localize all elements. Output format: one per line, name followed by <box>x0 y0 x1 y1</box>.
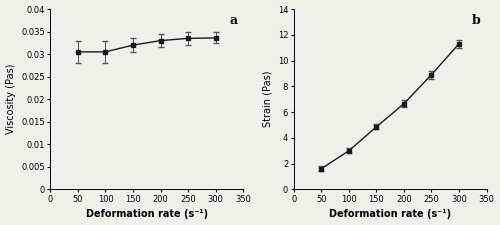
Y-axis label: Strain (Pas): Strain (Pas) <box>262 71 272 127</box>
Y-axis label: Viscosity (Pas): Viscosity (Pas) <box>6 64 16 135</box>
Text: b: b <box>472 14 480 27</box>
X-axis label: Deformation rate (s⁻¹): Deformation rate (s⁻¹) <box>86 209 208 219</box>
X-axis label: Deformation rate (s⁻¹): Deformation rate (s⁻¹) <box>329 209 451 219</box>
Text: a: a <box>229 14 237 27</box>
